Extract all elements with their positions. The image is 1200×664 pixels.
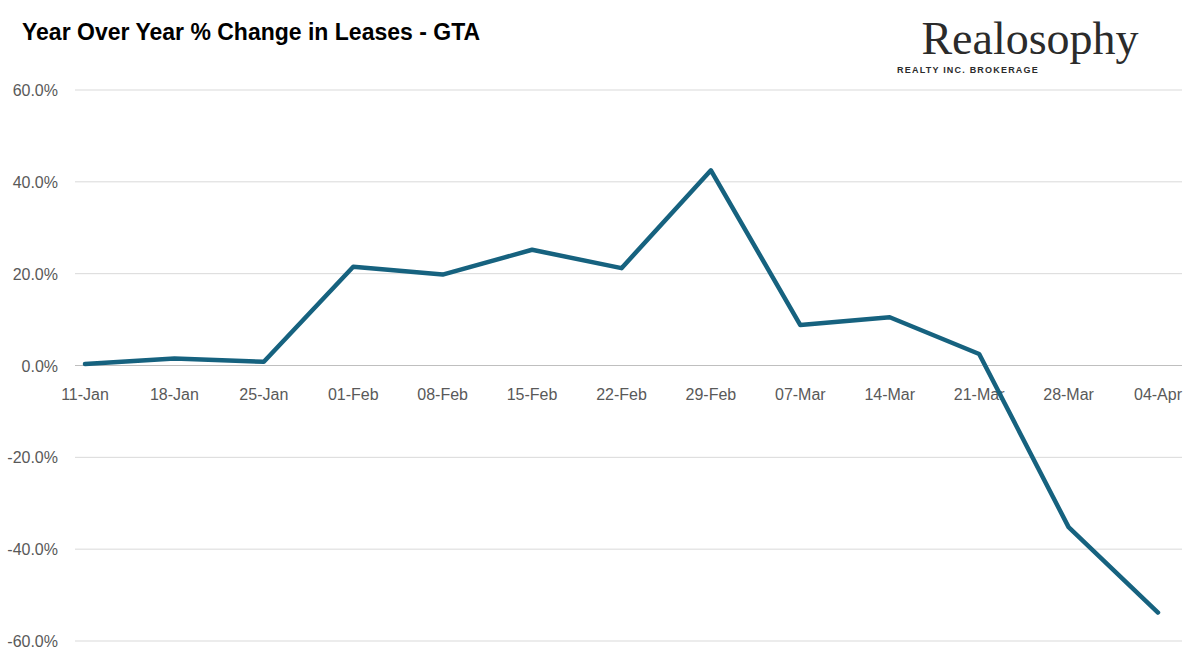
x-tick-label: 22-Feb	[596, 386, 647, 403]
x-tick-label: 07-Mar	[775, 386, 826, 403]
x-tick-label: 28-Mar	[1043, 386, 1094, 403]
y-tick-label: -40.0%	[7, 541, 58, 558]
chart-svg: Year Over Year % Change in Leases - GTA R…	[0, 0, 1200, 664]
x-tick-label: 25-Jan	[239, 386, 288, 403]
logo-text: Realosophy	[921, 13, 1138, 64]
x-tick-label: 29-Feb	[686, 386, 737, 403]
grid-line	[75, 365, 1182, 366]
grid-line	[75, 90, 1182, 91]
grid-line	[75, 549, 1182, 550]
x-tick-label: 01-Feb	[328, 386, 379, 403]
logo-subtext: REALTY INC. BROKERAGE	[897, 65, 1039, 75]
x-tick-label: 15-Feb	[507, 386, 558, 403]
data-line	[85, 170, 1158, 612]
y-tick-label: 20.0%	[13, 266, 58, 283]
y-tick-label: -20.0%	[7, 449, 58, 466]
x-tick-label: 14-Mar	[864, 386, 915, 403]
grid-line	[75, 181, 1182, 182]
y-tick-label: 60.0%	[13, 82, 58, 99]
x-tick-label: 04-Apr	[1134, 386, 1183, 403]
y-tick-label: 40.0%	[13, 174, 58, 191]
chart-title: Year Over Year % Change in Leases - GTA	[22, 19, 480, 45]
y-tick-label: -60.0%	[7, 633, 58, 650]
grid-line	[75, 457, 1182, 458]
y-tick-label: 0.0%	[22, 358, 58, 375]
x-tick-label: 11-Jan	[61, 386, 109, 403]
grid	[75, 90, 1182, 641]
plot-area	[85, 170, 1158, 612]
chart-container: Year Over Year % Change in Leases - GTA R…	[0, 0, 1200, 664]
grid-line	[75, 641, 1182, 642]
x-tick-label: 08-Feb	[417, 386, 468, 403]
x-tick-label: 18-Jan	[150, 386, 199, 403]
grid-line	[75, 273, 1182, 274]
